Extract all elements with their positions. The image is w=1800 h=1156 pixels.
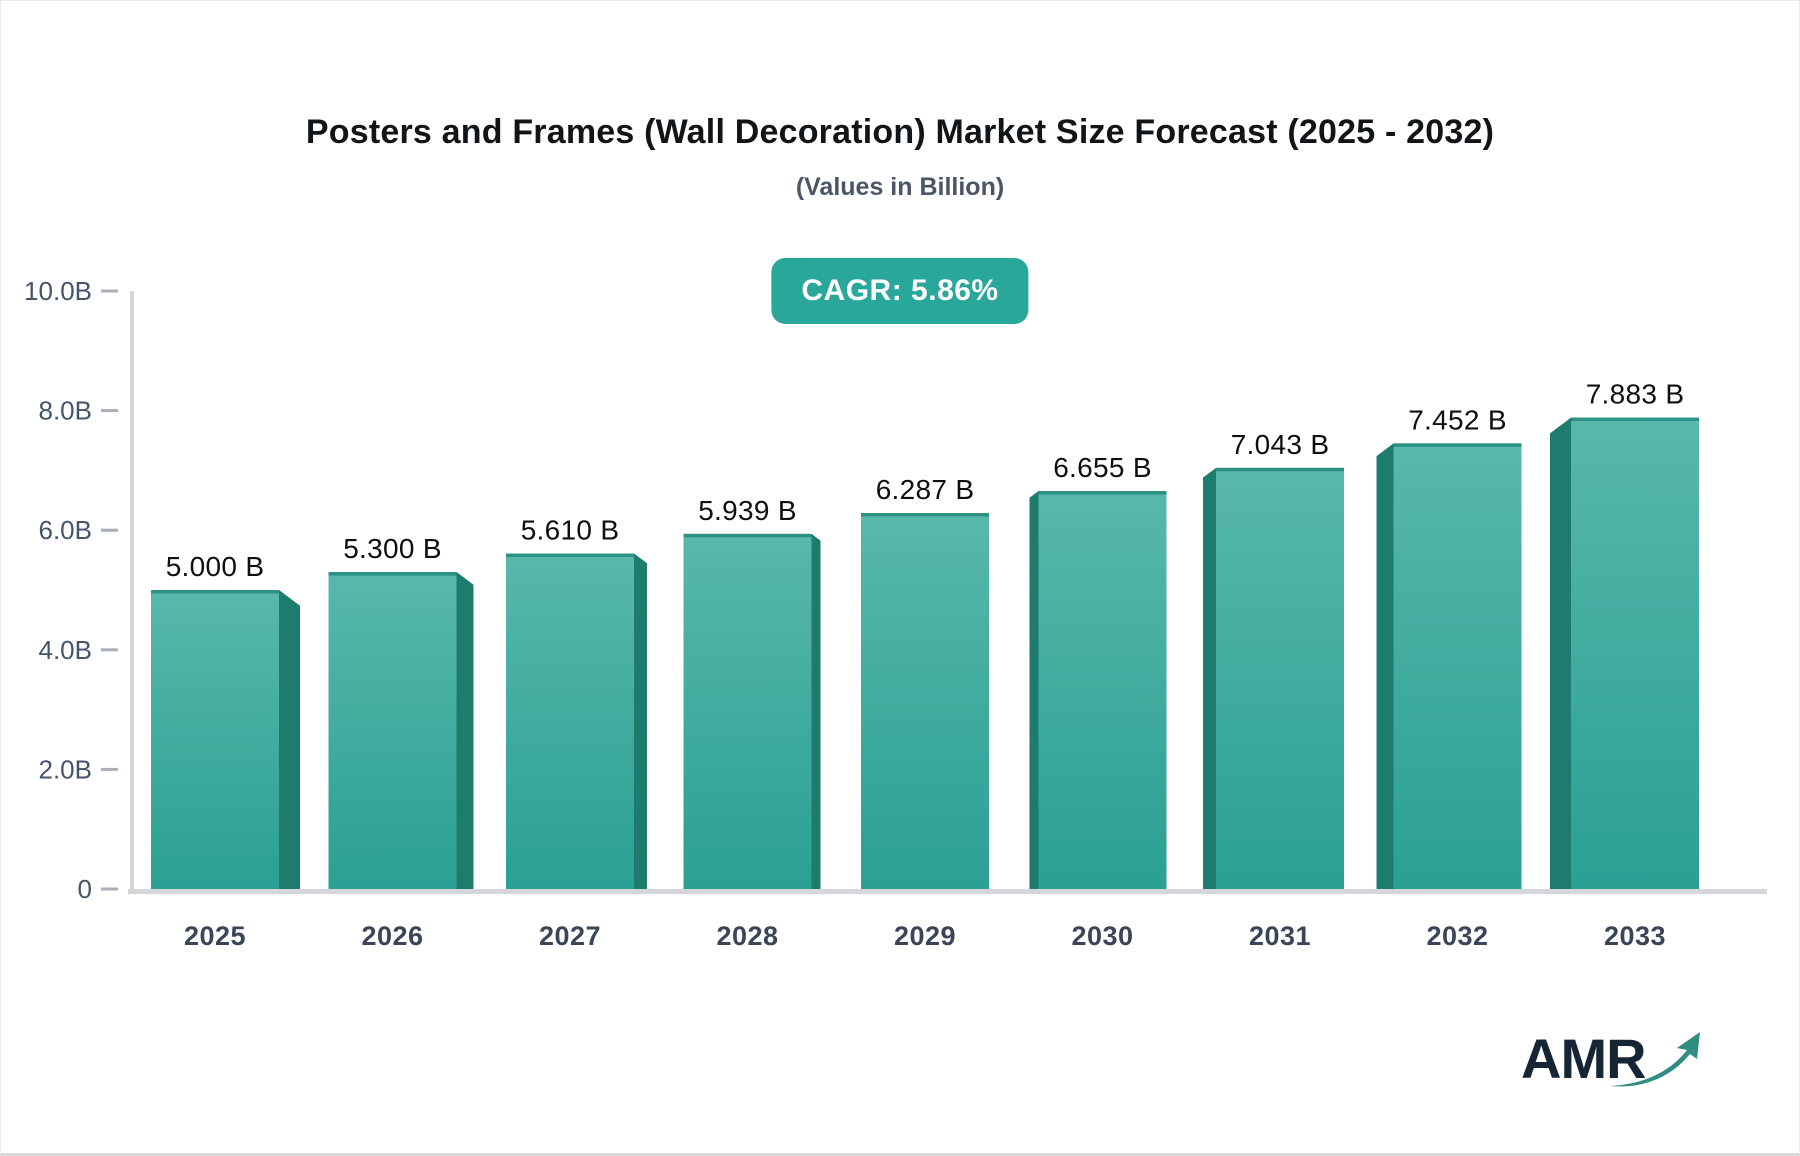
y-tick-mark bbox=[101, 648, 118, 652]
chart-title: Posters and Frames (Wall Decoration) Mar… bbox=[305, 113, 1495, 151]
bar-side-face bbox=[1550, 417, 1571, 889]
y-tick-label: 4.0B bbox=[39, 635, 93, 665]
y-tick-label: 2.0B bbox=[39, 754, 93, 784]
bar-top-edge bbox=[861, 513, 989, 517]
bar-top-edge bbox=[506, 553, 634, 558]
bar-side-face bbox=[811, 533, 821, 889]
bar-value-label: 5.939 B bbox=[698, 495, 797, 526]
bar-group-2027: 5.610 B 2027 bbox=[506, 515, 647, 951]
cagr-badge: CAGR: 5.86% bbox=[771, 258, 1029, 324]
bar-front-face bbox=[1216, 467, 1344, 889]
bar-front-face bbox=[683, 533, 812, 889]
y-tick-label: 8.0B bbox=[39, 396, 93, 426]
bar-side-face bbox=[456, 572, 474, 889]
chart-subtitle: (Values in Billion) bbox=[795, 173, 1005, 201]
y-tick-label: 10.0B bbox=[24, 276, 92, 306]
bar-top-edge bbox=[151, 590, 279, 594]
bar-value-label: 7.883 B bbox=[1586, 379, 1685, 410]
x-axis-year-label: 2030 bbox=[1071, 921, 1133, 951]
x-axis-year-label: 2032 bbox=[1426, 921, 1488, 951]
y-axis-line bbox=[130, 291, 134, 889]
amr-logo-text: AMR bbox=[1521, 1027, 1647, 1090]
bar-group-2026: 5.300 B 2026 bbox=[328, 533, 474, 951]
bar-group-2033: 7.883 B 2033 bbox=[1550, 379, 1699, 951]
bar-front-face bbox=[1038, 491, 1167, 889]
bar-front-face bbox=[1393, 443, 1522, 889]
bar-front-face bbox=[1571, 417, 1699, 889]
x-axis-year-label: 2029 bbox=[894, 921, 956, 951]
growth-arrow-icon bbox=[1610, 1032, 1700, 1087]
bar-top-edge bbox=[1393, 443, 1522, 447]
bar-front-face bbox=[151, 590, 279, 889]
bar-value-label: 5.610 B bbox=[521, 515, 620, 546]
bar-side-face bbox=[1203, 467, 1216, 889]
y-tick-mark bbox=[101, 528, 118, 532]
bar-side-face bbox=[1376, 443, 1394, 889]
bar-value-label: 5.000 B bbox=[166, 551, 265, 582]
bar-side-face bbox=[634, 553, 647, 889]
bar-value-label: 7.452 B bbox=[1408, 404, 1507, 435]
bar-top-edge bbox=[683, 533, 812, 538]
bar-group-2032: 7.452 B 2032 bbox=[1376, 404, 1522, 951]
y-tick-mark bbox=[101, 767, 118, 771]
bar-value-label: 5.300 B bbox=[343, 533, 442, 564]
bar-group-2031: 7.043 B 2031 bbox=[1203, 429, 1344, 951]
y-tick-mark bbox=[101, 409, 118, 413]
x-axis-year-label: 2031 bbox=[1249, 921, 1311, 951]
x-axis-year-label: 2028 bbox=[716, 921, 778, 951]
bar-front-face bbox=[506, 553, 634, 889]
bar-front-face bbox=[861, 513, 989, 889]
x-axis-year-label: 2033 bbox=[1604, 921, 1666, 951]
bar-side-face bbox=[279, 590, 300, 889]
y-tick-label: 0 bbox=[78, 874, 92, 904]
bar-value-label: 6.287 B bbox=[876, 474, 975, 505]
bar-group-2028: 5.939 B 2028 bbox=[683, 495, 821, 951]
x-axis-year-label: 2027 bbox=[539, 921, 601, 951]
bar-top-edge bbox=[328, 572, 457, 576]
amr-logo: AMR bbox=[1521, 1027, 1700, 1095]
x-axis-year-label: 2025 bbox=[184, 921, 246, 951]
plot-area: 0 2.0B 4.0B 6.0B 8.0B 10.0B 5.000 B 2025 5.300 B… bbox=[24, 276, 1767, 951]
y-tick-mark bbox=[101, 289, 118, 293]
bar-value-label: 7.043 B bbox=[1231, 429, 1330, 460]
bar-value-label: 6.655 B bbox=[1053, 452, 1152, 483]
bar-front-face bbox=[328, 572, 457, 889]
bar-group-2030: 6.655 B 2030 bbox=[1029, 452, 1167, 951]
bar-group-2029: 6.287 B 2029 bbox=[861, 474, 989, 951]
bar-side-face bbox=[1029, 491, 1039, 889]
bar-top-edge bbox=[1571, 417, 1699, 422]
x-axis-line bbox=[128, 889, 1767, 894]
x-axis-year-label: 2026 bbox=[361, 921, 423, 951]
y-tick-label: 6.0B bbox=[39, 515, 93, 545]
bar-top-edge bbox=[1038, 491, 1167, 495]
bar-top-edge bbox=[1216, 467, 1344, 472]
bar-group-2025: 5.000 B 2025 bbox=[151, 551, 300, 951]
y-tick-mark bbox=[101, 887, 118, 891]
